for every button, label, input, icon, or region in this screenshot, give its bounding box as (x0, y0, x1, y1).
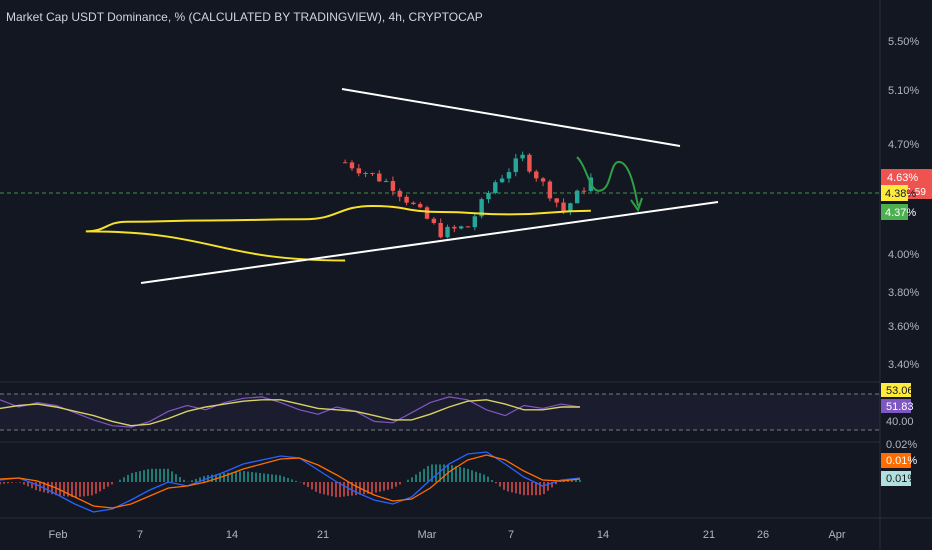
candle-body (561, 202, 566, 212)
rsi-level-badge (881, 383, 911, 397)
candle-body (438, 222, 443, 238)
candle-body (349, 162, 355, 169)
time-tick-label: 14 (226, 529, 238, 541)
signal-line (0, 454, 581, 509)
rsi-level-badge (881, 399, 911, 413)
candle-body (452, 226, 457, 229)
time-tick-label: 7 (137, 529, 143, 541)
price-tick-label: 3.60% (888, 321, 919, 333)
candle-body (370, 172, 375, 174)
candle-body (356, 168, 361, 174)
chart-title: Market Cap USDT Dominance, % (CALCULATED… (6, 10, 483, 24)
time-tick-label: Feb (49, 529, 68, 541)
time-tick-label: 21 (703, 529, 715, 541)
candle-body (342, 162, 348, 164)
candle-body (581, 190, 587, 192)
rsi-line (0, 396, 581, 428)
candle-body (479, 199, 484, 217)
candle-body (411, 202, 416, 205)
rsi-level-label: 40.00 (886, 416, 914, 428)
rsi-ma-line (0, 399, 580, 427)
macd-value-badge (881, 471, 911, 486)
macd-value-label: 0.01% (886, 455, 917, 467)
candle-body (390, 181, 396, 191)
candle-body (486, 192, 491, 200)
macd-value-badge (881, 453, 911, 468)
candle-body (465, 226, 471, 228)
time-tick-label: 26 (757, 529, 769, 541)
macd-histogram (0, 464, 581, 498)
candle-body (383, 181, 389, 183)
projection-arrow (576, 156, 639, 207)
reference-value-label: 4.37% (885, 207, 916, 219)
last-price-label: 4.63% (887, 172, 918, 184)
candle-body (527, 154, 532, 172)
candle-body (499, 178, 505, 183)
candle-body (520, 154, 525, 159)
candle-body (513, 158, 518, 173)
projection-arrowhead (630, 197, 643, 213)
candle-body (404, 196, 409, 203)
price-tick-label: 3.80% (888, 287, 919, 299)
ma-value-badge (881, 185, 908, 201)
macd-value-label: 0.01% (886, 473, 917, 485)
candle-body (575, 190, 580, 204)
reference-value-badge (881, 204, 908, 220)
candle-body (568, 203, 573, 212)
candle-body (547, 181, 553, 199)
rsi-level-label: 53.06 (886, 385, 914, 397)
rsi-level-label: 51.83 (886, 401, 914, 413)
candle-body (493, 182, 498, 193)
candle-body (458, 226, 464, 229)
candle-body (418, 204, 423, 208)
price-tick-label: 5.10% (888, 85, 919, 97)
candles-group (342, 151, 594, 239)
time-tick-label: Apr (828, 529, 845, 541)
price-tick-label: 3.40% (888, 359, 919, 371)
candle-body (397, 190, 402, 197)
time-tick-label: Mar (418, 529, 437, 541)
time-tick-label: 14 (597, 529, 609, 541)
time-tick-label: 21 (317, 529, 329, 541)
candle-body (445, 226, 450, 238)
candle-body (534, 171, 539, 179)
candle-body (506, 172, 512, 179)
macd-line (0, 451, 581, 513)
price-tick-label: 4.70% (888, 139, 919, 151)
candle-body (363, 172, 368, 174)
candle-body (554, 198, 559, 203)
candle-body (472, 216, 478, 228)
candle-body (431, 218, 437, 223)
candle-body (424, 207, 430, 219)
upper-trendline (341, 88, 681, 147)
macd-value-label: 0.02% (886, 439, 917, 451)
lower-trendline (140, 201, 719, 284)
ma-value-label: 4.38% (885, 188, 916, 200)
price-tick-label: 4.00% (888, 249, 919, 261)
candle-body (540, 178, 546, 182)
candle-body (377, 173, 382, 182)
moving-average-line (85, 204, 591, 262)
price-tick-label: 5.50% (888, 36, 919, 48)
time-tick-label: 7 (508, 529, 514, 541)
